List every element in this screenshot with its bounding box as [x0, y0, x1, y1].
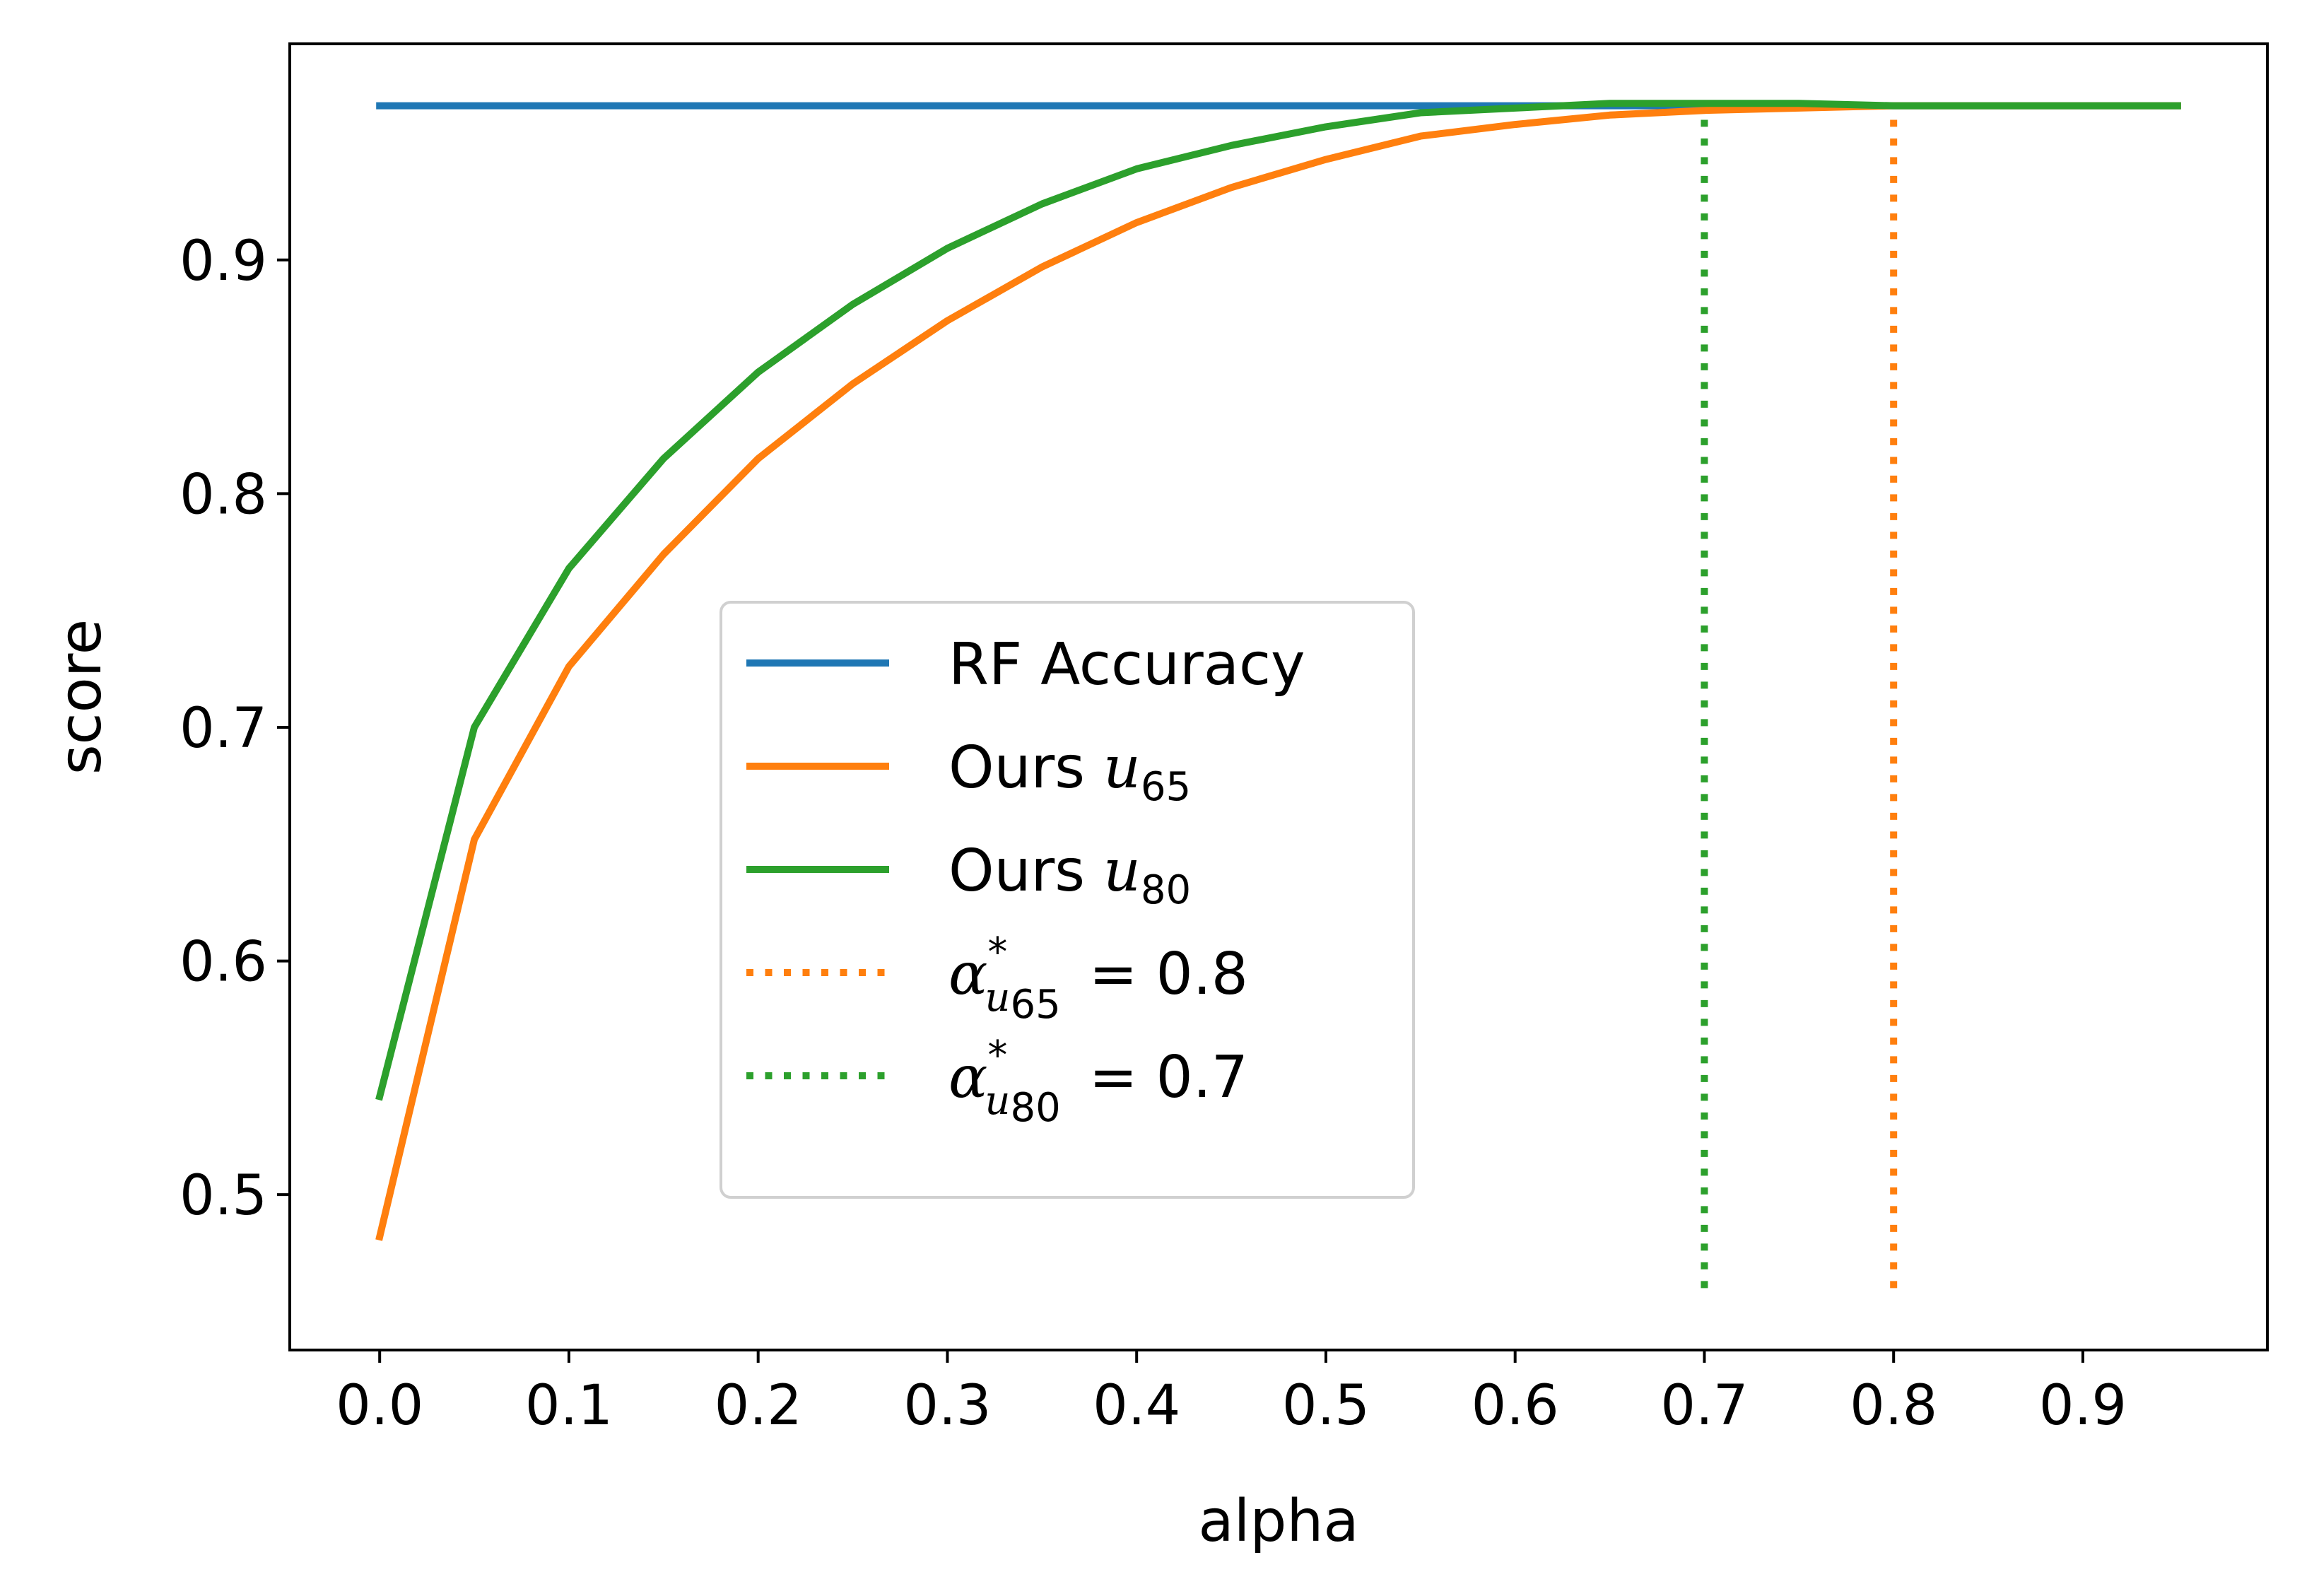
- x-tick-label: 0.5: [1282, 1374, 1370, 1438]
- x-tick-label: 0.0: [336, 1374, 423, 1438]
- series-line-ours-u80: [375, 100, 2181, 1101]
- plot-frame: [288, 42, 2269, 1351]
- y-axis-label: score: [47, 619, 114, 775]
- y-tick-label: 0.6: [180, 931, 267, 994]
- x-tick-label: 0.8: [1850, 1374, 1937, 1438]
- x-tick-label: 0.9: [2039, 1374, 2127, 1438]
- legend-label-rf-accuracy: RF Accuracy: [949, 631, 1305, 698]
- x-tick-label: 0.6: [1472, 1374, 1559, 1438]
- x-tick-label: 0.4: [1093, 1374, 1180, 1438]
- plot-lines: [375, 100, 2181, 1289]
- x-tick-label: 0.7: [1660, 1374, 1748, 1438]
- y-axis: 0.5 0.6 0.7 0.8 0.9: [180, 230, 290, 1228]
- legend: RF Accuracy Ours u65 Ours u80 α* u65 = 0.8α*…: [720, 601, 1415, 1199]
- legend-label-alpha-u65-0-8: α* u65 = 0.8: [949, 929, 1248, 1028]
- legend-label-ours-u65: Ours u65: [949, 734, 1191, 810]
- x-tick-label: 0.3: [903, 1374, 991, 1438]
- y-tick-label: 0.5: [180, 1164, 267, 1228]
- y-tick-label: 0.9: [180, 230, 267, 293]
- x-tick-label: 0.2: [715, 1374, 802, 1438]
- x-axis: 0.0 0.1 0.2 0.3 0.4 0.5 0.6 0.7 0.8 0.9: [336, 1350, 2127, 1438]
- x-axis-label: alpha: [1198, 1488, 1358, 1555]
- legend-box: [720, 601, 1415, 1199]
- x-tick-label: 0.1: [525, 1374, 613, 1438]
- legend-label-ours-u80: Ours u80: [949, 838, 1191, 913]
- y-tick-label: 0.8: [180, 463, 267, 527]
- y-tick-label: 0.7: [180, 697, 267, 761]
- legend-label-alpha-u80-0-7: α* u80 = 0.7: [949, 1033, 1248, 1131]
